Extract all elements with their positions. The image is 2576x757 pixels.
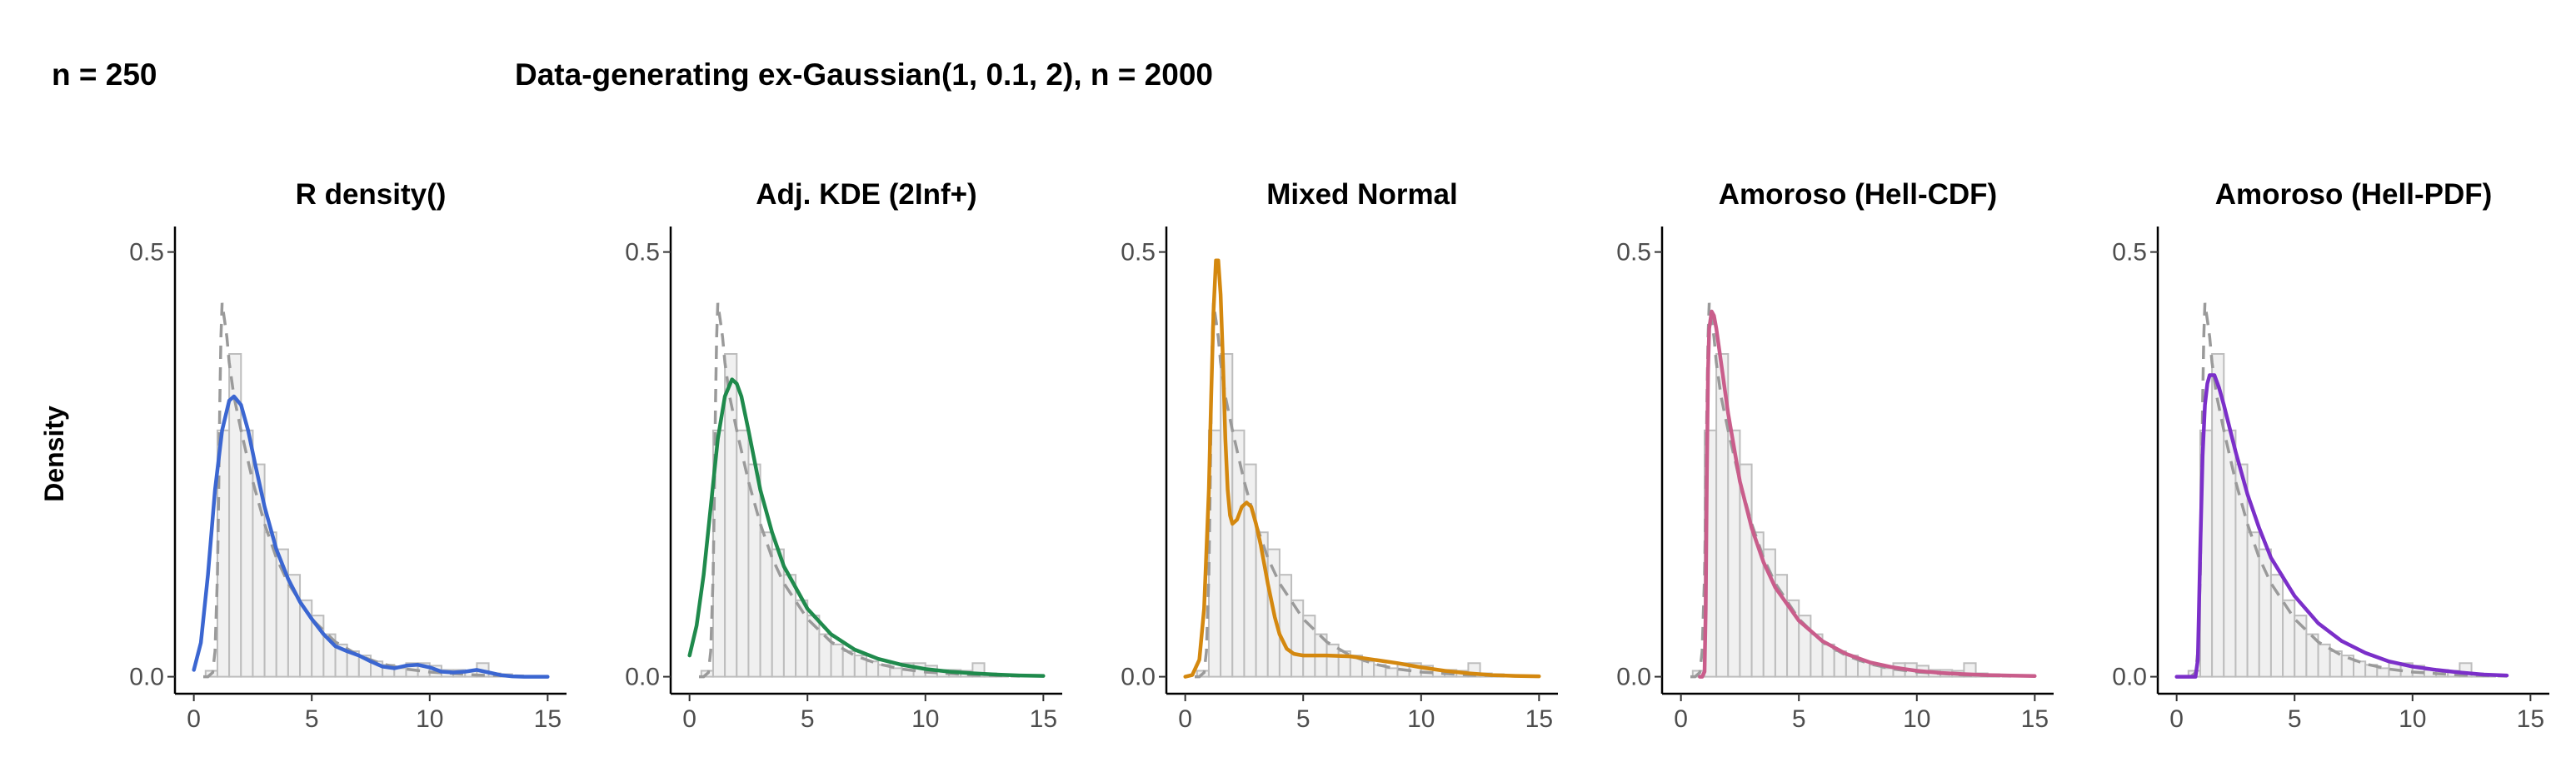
panel-title: Mixed Normal bbox=[1266, 178, 1458, 211]
x-tick-label: 10 bbox=[1407, 705, 1435, 733]
histogram-bar bbox=[2329, 650, 2343, 678]
y-tick-label: 0.5 bbox=[129, 239, 164, 266]
estimated-density-curve bbox=[687, 377, 1046, 678]
histogram-bar bbox=[1739, 463, 1753, 678]
true-density-curve bbox=[699, 302, 1021, 679]
y-tick-label: 0.0 bbox=[129, 664, 164, 691]
figure-title: Data-generating ex-Gaussian(1, 0.1, 2), … bbox=[515, 57, 1213, 92]
x-tick-label: 15 bbox=[2517, 705, 2544, 733]
histogram-bar bbox=[1243, 463, 1257, 678]
x-tick-label: 5 bbox=[2288, 705, 2302, 733]
panel-title: R density() bbox=[296, 178, 447, 211]
estimated-density-curve bbox=[1183, 258, 1541, 679]
histogram-bar bbox=[889, 667, 903, 678]
estimated-density-curve bbox=[2174, 373, 2509, 679]
y-tick-label: 0.0 bbox=[1616, 664, 1651, 691]
panel-title: Amoroso (Hell-CDF) bbox=[1719, 178, 1997, 211]
y-axis-label: Density bbox=[39, 406, 69, 502]
panel-amoroso-hell-pdf: Amoroso (Hell-PDF) 0 5 10 15 0.0 0.5 bbox=[2112, 178, 2549, 733]
histogram-bar bbox=[866, 660, 880, 678]
x-tick-label: 15 bbox=[534, 705, 562, 733]
x-tick-label: 10 bbox=[2399, 705, 2426, 733]
panel-r-density: R density() 0 5 10 15 0.0 0.5 bbox=[129, 178, 567, 733]
y-tick-label: 0.5 bbox=[625, 239, 660, 266]
x-tick-label: 0 bbox=[2169, 705, 2184, 733]
x-tick-label: 15 bbox=[1525, 705, 1553, 733]
x-tick-label: 0 bbox=[1674, 705, 1688, 733]
histogram-bar bbox=[1857, 660, 1871, 678]
histogram-bar bbox=[1880, 667, 1895, 678]
y-tick-label: 0.5 bbox=[2112, 239, 2147, 266]
histogram-bar bbox=[2376, 667, 2390, 678]
estimated-density-curve bbox=[1698, 309, 2037, 679]
panel-adj-kde-2inf: Adj. KDE (2Inf+) 0 5 10 15 0.0 0.5 bbox=[625, 178, 1062, 733]
x-tick-label: 0 bbox=[682, 705, 696, 733]
y-tick-label: 0.0 bbox=[1121, 664, 1156, 691]
histogram-bar bbox=[2353, 660, 2367, 678]
x-tick-label: 5 bbox=[801, 705, 815, 733]
x-tick-label: 10 bbox=[911, 705, 939, 733]
estimated-density-curve bbox=[192, 394, 550, 679]
y-tick-label: 0.0 bbox=[2112, 664, 2147, 691]
true-density-curve bbox=[1195, 302, 1516, 679]
panel-mixed-normal: Mixed Normal 0 5 10 15 0.0 0.5 bbox=[1121, 178, 1558, 733]
panel-title: Adj. KDE (2Inf+) bbox=[756, 178, 976, 211]
histogram-bar bbox=[747, 463, 761, 678]
panel-amoroso-hell-cdf: Amoroso (Hell-CDF) 0 5 10 15 0.0 0.5 bbox=[1616, 178, 2054, 733]
histogram-bar bbox=[2234, 463, 2249, 678]
x-tick-label: 0 bbox=[187, 705, 201, 733]
x-tick-label: 15 bbox=[2021, 705, 2049, 733]
y-tick-label: 0.5 bbox=[1616, 239, 1651, 266]
histogram-bar bbox=[1833, 650, 1847, 678]
y-tick-label: 0.0 bbox=[625, 664, 660, 691]
panel-title: Amoroso (Hell-PDF) bbox=[2215, 178, 2493, 211]
x-tick-label: 5 bbox=[1792, 705, 1806, 733]
sample-size-label: n = 250 bbox=[52, 57, 157, 92]
histogram-bar bbox=[841, 650, 856, 678]
histogram-bar bbox=[1361, 660, 1375, 678]
x-tick-label: 15 bbox=[1030, 705, 1057, 733]
x-tick-label: 5 bbox=[305, 705, 319, 733]
panels-container: R density() 0 5 10 15 0.0 0.5 Adj. KDE (2Inf+) 0… bbox=[129, 178, 2549, 733]
x-tick-label: 0 bbox=[1178, 705, 1192, 733]
x-tick-label: 10 bbox=[416, 705, 443, 733]
x-tick-label: 5 bbox=[1296, 705, 1310, 733]
histogram-bar bbox=[1385, 667, 1399, 678]
x-tick-label: 10 bbox=[1903, 705, 1930, 733]
y-tick-label: 0.5 bbox=[1121, 239, 1156, 266]
